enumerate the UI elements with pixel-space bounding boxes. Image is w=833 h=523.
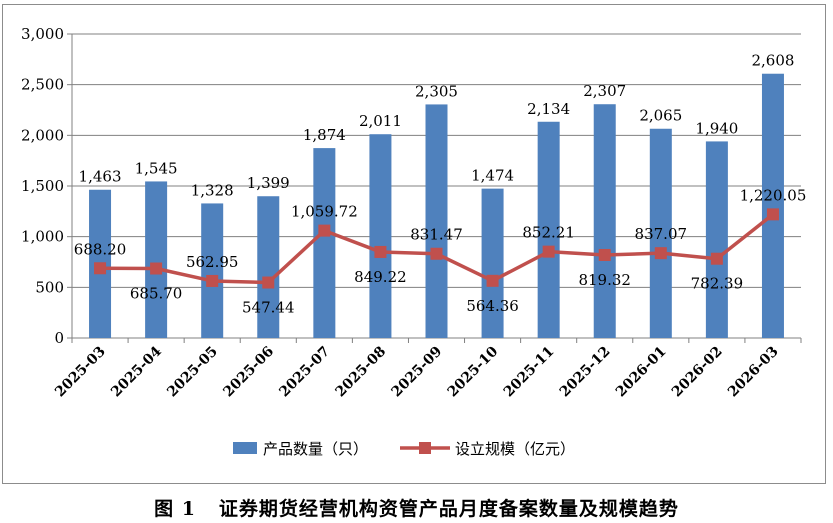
line-point xyxy=(374,245,387,258)
line-point xyxy=(262,276,275,289)
line-point xyxy=(710,252,723,265)
line-point xyxy=(486,274,499,287)
bar xyxy=(761,73,784,339)
bar xyxy=(145,181,168,338)
bar xyxy=(593,104,616,338)
bar xyxy=(425,104,448,338)
line-point xyxy=(150,262,163,275)
line-point xyxy=(94,262,107,275)
line-data-label: 564.36 xyxy=(466,297,519,315)
bar-data-label: 1,328 xyxy=(191,181,234,199)
line-point xyxy=(598,248,611,261)
bar xyxy=(537,121,560,338)
x-tick-label: 2026-03 xyxy=(725,344,782,401)
x-tick-label: 2026-02 xyxy=(669,344,726,401)
line-data-label: 562.95 xyxy=(186,253,239,271)
x-tick-label: 2025-05 xyxy=(164,344,221,401)
legend-line-marker xyxy=(419,442,431,454)
line-data-label: 547.44 xyxy=(242,299,295,317)
y-tick-label: 1,000 xyxy=(21,228,64,246)
line-point xyxy=(542,245,555,258)
bar xyxy=(257,196,280,338)
bar xyxy=(369,134,392,338)
line-data-label: 849.22 xyxy=(354,268,407,286)
line-data-label: 1,220.05 xyxy=(740,186,807,204)
bar-series xyxy=(89,73,784,339)
bar xyxy=(649,128,672,338)
figure-caption: 图 1 证券期货经营机构资管产品月度备案数量及规模趋势 xyxy=(154,498,679,520)
bar-data-label: 1,463 xyxy=(79,168,122,186)
legend-line-label: 设立规模（亿元） xyxy=(455,440,575,458)
line-point xyxy=(766,208,779,221)
x-tick-label: 2025-07 xyxy=(276,344,333,401)
line-point xyxy=(318,224,331,237)
bar-data-label: 1,545 xyxy=(135,159,178,177)
bar xyxy=(313,148,336,338)
line-point xyxy=(654,247,667,260)
data-labels: 1,463 1,545 1,328 1,399 1,874 2,011 2,305 1,474… xyxy=(74,52,807,317)
line-data-label: 837.07 xyxy=(635,225,688,243)
y-tick-label: 2,000 xyxy=(21,126,64,144)
chart-frame xyxy=(2,4,826,484)
bar-data-label: 2,134 xyxy=(527,100,570,118)
bar xyxy=(201,203,224,338)
x-tick-label: 2025-09 xyxy=(389,344,446,401)
bar-data-label: 2,307 xyxy=(583,82,626,100)
line-data-label: 685.70 xyxy=(130,285,183,303)
x-tick-label: 2025-06 xyxy=(220,344,277,401)
bar-data-label: 2,011 xyxy=(359,112,402,130)
bar-data-label: 2,305 xyxy=(415,82,458,100)
bar-data-label: 1,474 xyxy=(471,167,514,185)
bar xyxy=(481,188,504,338)
line-data-label: 852.21 xyxy=(522,224,575,242)
bar-data-label: 1,399 xyxy=(247,174,290,192)
x-tick-label: 2025-04 xyxy=(108,343,165,400)
x-tick-label: 2025-03 xyxy=(52,344,109,401)
line-data-label: 1,059.72 xyxy=(291,203,358,221)
legend: 产品数量（只） 设立规模（亿元） xyxy=(233,440,575,458)
line-point xyxy=(430,247,443,260)
x-tick-label: 2025-12 xyxy=(557,344,614,401)
y-tick-label: 500 xyxy=(35,278,64,296)
y-tick-label: 1,500 xyxy=(21,177,64,195)
line-data-label: 688.20 xyxy=(74,240,127,258)
y-tick-label: 2,500 xyxy=(21,76,64,94)
legend-bar-label: 产品数量（只） xyxy=(263,440,368,458)
line-data-label: 782.39 xyxy=(691,275,744,293)
line-data-label: 831.47 xyxy=(410,226,463,244)
x-tick-label: 2025-10 xyxy=(445,343,502,400)
x-tick-label: 2026-01 xyxy=(613,344,670,401)
y-tick-label: 3,000 xyxy=(21,25,64,43)
bar-data-label: 2,065 xyxy=(639,107,682,125)
x-tick-label: 2025-08 xyxy=(332,344,389,401)
bar-data-label: 1,940 xyxy=(695,119,738,137)
y-tick-label: 0 xyxy=(54,329,64,347)
bar xyxy=(705,141,728,338)
line-point xyxy=(206,274,219,287)
line-series xyxy=(94,208,779,289)
bar-data-label: 1,874 xyxy=(303,126,346,144)
legend-bar-swatch xyxy=(233,442,257,454)
x-tick-label: 2025-11 xyxy=(501,344,558,401)
line-data-label: 819.32 xyxy=(578,271,631,289)
bar-data-label: 2,608 xyxy=(751,52,794,70)
